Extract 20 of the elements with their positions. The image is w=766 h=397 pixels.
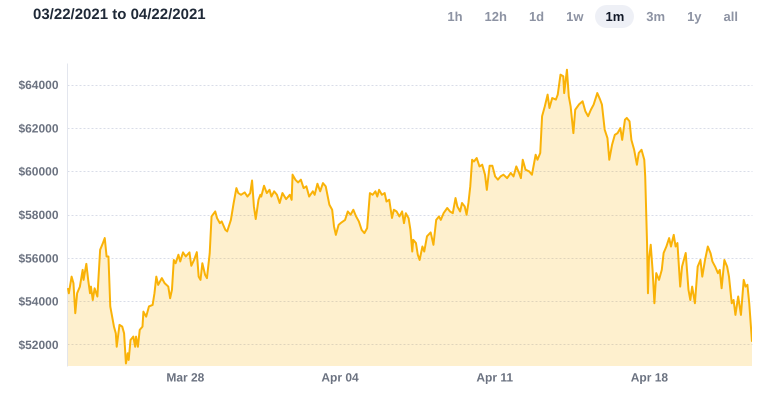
chart-title: 03/22/2021 to 04/22/2021	[33, 6, 206, 23]
text: 3m	[645, 8, 666, 26]
x-tick-label: Apr 18	[630, 370, 668, 384]
x-tick-label: Apr 04	[321, 370, 360, 384]
text: 1w	[565, 8, 584, 26]
y-tick-label: $56000	[18, 251, 59, 266]
x-tick-label: Mar 28	[166, 370, 205, 384]
text: 1h	[446, 8, 464, 26]
text: 12h	[484, 8, 508, 26]
y-tick-label: $60000	[18, 164, 59, 179]
text: 1y	[686, 8, 703, 26]
text: 1d	[528, 8, 546, 26]
y-tick-label: $62000	[18, 121, 59, 136]
text: 1m	[595, 5, 634, 28]
y-tick-label: $58000	[18, 208, 59, 222]
x-tick-label: Apr 11	[476, 370, 514, 384]
y-tick-label: $54000	[18, 294, 59, 309]
y-tick-label: $52000	[18, 338, 59, 352]
text: all	[722, 8, 739, 26]
y-tick-label: $64000	[18, 78, 59, 92]
